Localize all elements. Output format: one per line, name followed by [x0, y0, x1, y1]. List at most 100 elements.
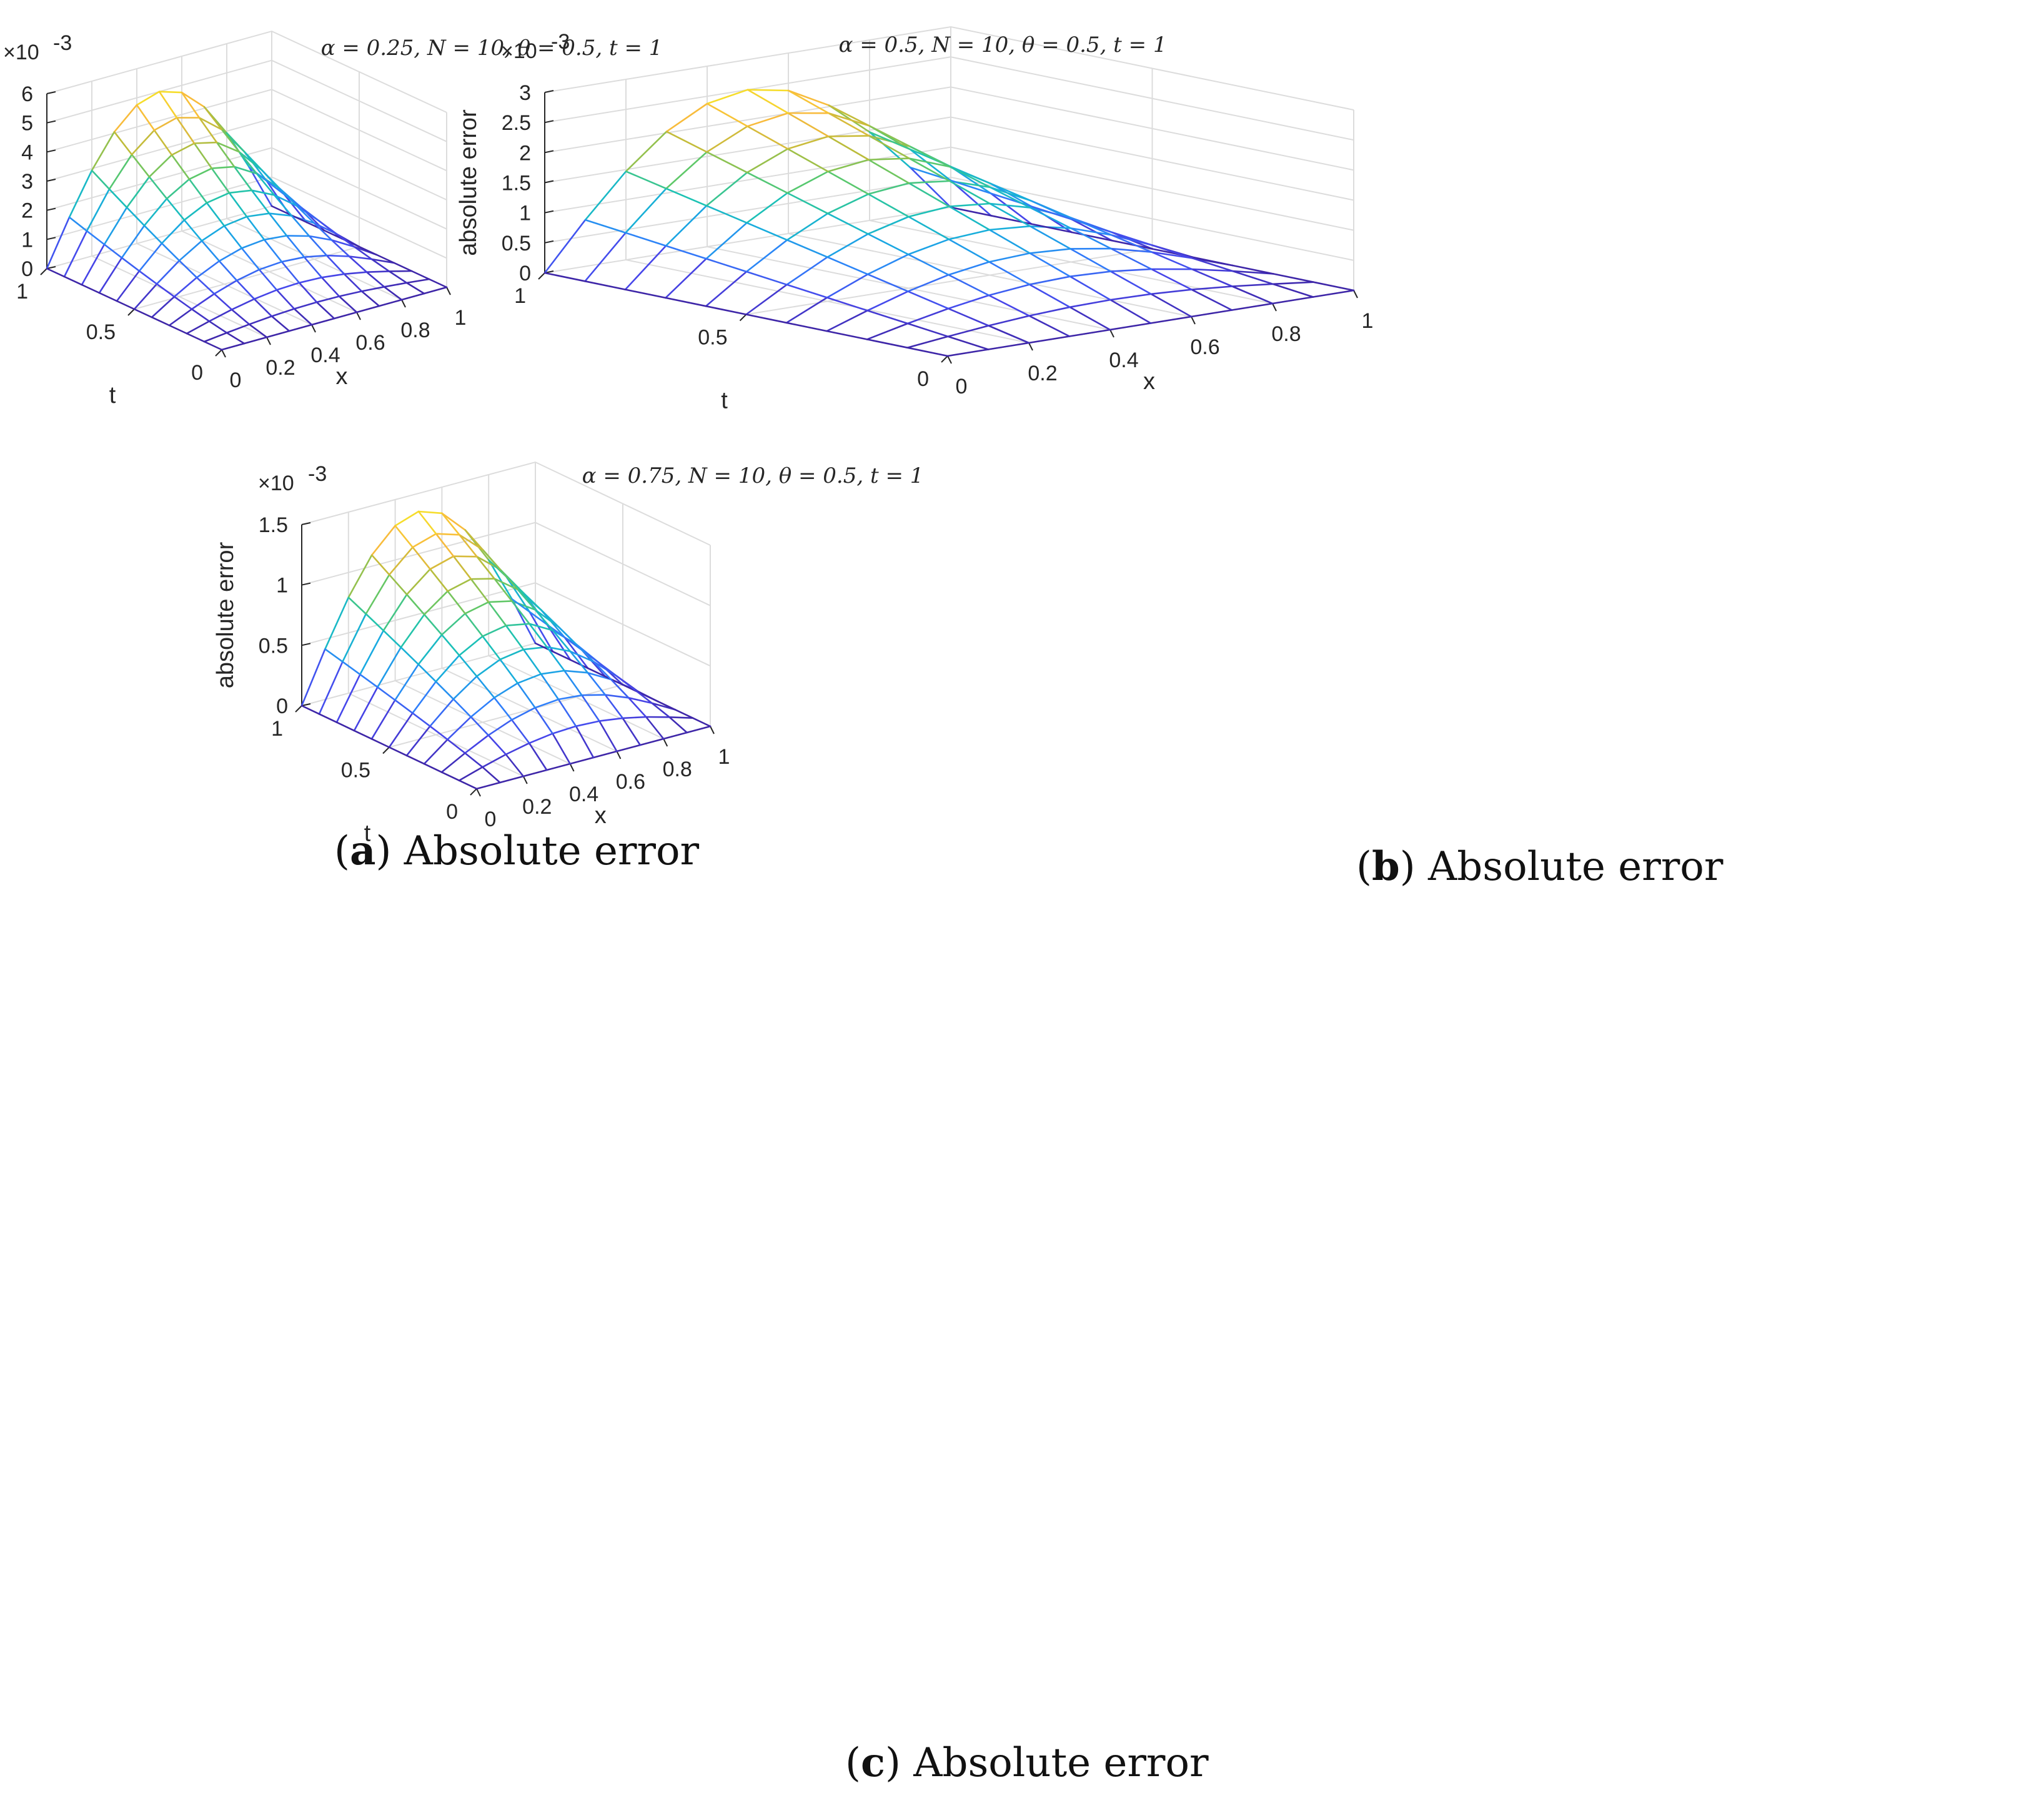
- mesh-line-x: [948, 238, 990, 263]
- t-axis-label: t: [109, 382, 116, 408]
- mesh-line-t: [370, 258, 395, 264]
- mesh-line-t: [1190, 309, 1233, 318]
- mesh-line-x: [950, 179, 992, 194]
- mesh-line-x: [181, 91, 201, 119]
- mesh-line-x: [581, 694, 600, 722]
- mesh-line-x: [1070, 217, 1113, 236]
- mesh-line-x: [665, 245, 707, 260]
- mesh-line-t: [988, 284, 1031, 297]
- mesh-line-t: [211, 165, 236, 169]
- z-tick-label: 0: [21, 257, 33, 281]
- mesh-line-x: [63, 275, 83, 286]
- mesh-line-t: [325, 254, 350, 257]
- z-tick-mark: [46, 207, 56, 211]
- z-tick-label: 1: [519, 202, 531, 225]
- mesh-line-x: [255, 172, 275, 196]
- mesh-line-t: [370, 525, 396, 556]
- mesh-line-t: [946, 348, 990, 357]
- mesh-line-x: [330, 239, 350, 257]
- caption-b: (b) Absolute error: [1356, 843, 1724, 890]
- mesh-line-x: [423, 613, 443, 636]
- mesh-line-t: [126, 175, 151, 209]
- mesh-line-t: [625, 131, 668, 172]
- x-tick-mark: [1272, 303, 1277, 312]
- mesh-line-t: [251, 189, 275, 196]
- mesh-line-x: [633, 688, 653, 704]
- t-tick-label: 1: [514, 284, 526, 308]
- z-tick-mark: [544, 120, 554, 124]
- x-tick-label: 0: [230, 368, 242, 392]
- mesh-line-x: [218, 260, 238, 282]
- mesh-line-t: [355, 305, 380, 314]
- mesh-line-t: [522, 769, 548, 778]
- mesh-line-t: [662, 731, 688, 740]
- x-tick-label: 0.6: [355, 331, 385, 355]
- mesh-line-t: [46, 216, 71, 270]
- x-tick-label: 0.8: [400, 319, 430, 342]
- mesh-line-x: [1030, 223, 1073, 234]
- mesh-line-t: [324, 596, 350, 650]
- mesh-line-t: [909, 148, 951, 182]
- mesh-line-x: [290, 215, 310, 237]
- mesh-line-t: [63, 230, 88, 278]
- mesh-line-x: [610, 678, 630, 699]
- x-tick-mark: [1353, 290, 1358, 299]
- mesh-line-t: [987, 342, 1030, 350]
- x-tick-label: 0.8: [663, 758, 692, 781]
- mesh-line-x: [866, 273, 909, 292]
- x-tick-mark: [311, 324, 316, 333]
- mesh-line-t: [270, 308, 295, 317]
- mesh-line-x: [295, 205, 315, 224]
- chart-c-svg: 00.511.5×10 -300.20.40.60.8100.51xtabsolu…: [212, 461, 923, 847]
- mesh-line-t: [866, 254, 910, 275]
- mesh-line-t: [98, 257, 123, 294]
- t-tick-label: 0: [917, 367, 929, 391]
- x-tick-mark: [522, 776, 528, 784]
- mesh-line-t: [746, 148, 789, 174]
- mesh-line-t: [452, 675, 478, 700]
- t-tick-label: 0.5: [698, 326, 727, 350]
- mesh-line-t: [785, 297, 828, 324]
- mesh-line-x: [365, 613, 385, 632]
- z-exponent: -3: [53, 31, 72, 55]
- mesh-line-t: [265, 330, 290, 338]
- mesh-line-x: [1071, 231, 1113, 242]
- mesh-line-t: [569, 756, 595, 765]
- z-tick-mark: [46, 149, 56, 153]
- mesh-line-t: [405, 725, 431, 757]
- mesh-line-t: [1028, 335, 1071, 344]
- mesh-line-x: [1191, 256, 1234, 267]
- mesh-line-t: [907, 238, 950, 255]
- mesh-line-t: [231, 298, 255, 311]
- mesh-line-t: [459, 533, 484, 551]
- mesh-line-t: [223, 215, 248, 227]
- mesh-line-t: [499, 648, 525, 661]
- mesh-line-t: [505, 623, 530, 627]
- mesh-line-t: [208, 309, 233, 322]
- mesh-line-t: [1109, 322, 1152, 331]
- mesh-line-t: [665, 257, 707, 299]
- mesh-line-x: [665, 297, 707, 307]
- mesh-line-t: [218, 247, 243, 262]
- mesh-line-x: [176, 117, 196, 144]
- mesh-line-x: [499, 658, 518, 684]
- mesh-line-t: [1028, 275, 1071, 285]
- mesh-line-t: [186, 320, 211, 335]
- mesh-line-x: [324, 648, 344, 663]
- mesh-line-t: [342, 613, 367, 663]
- mesh-line-t: [103, 206, 128, 245]
- mesh-line-x: [68, 216, 88, 232]
- mesh-line-x: [459, 533, 478, 558]
- mesh-line-x: [241, 247, 260, 271]
- z-tick-mark: [544, 240, 554, 244]
- mesh-line-x: [866, 309, 909, 325]
- mesh-line-t: [221, 342, 246, 351]
- x-tick-mark: [710, 726, 715, 734]
- caption-a-text: Absolute error: [404, 828, 700, 874]
- mesh-line-t: [1191, 268, 1234, 272]
- mesh-line-t: [828, 104, 871, 133]
- z-tick-label: 5: [21, 112, 33, 136]
- mesh-line-x: [949, 165, 991, 189]
- mesh-line-x: [534, 706, 553, 734]
- mesh-line-x: [528, 611, 548, 626]
